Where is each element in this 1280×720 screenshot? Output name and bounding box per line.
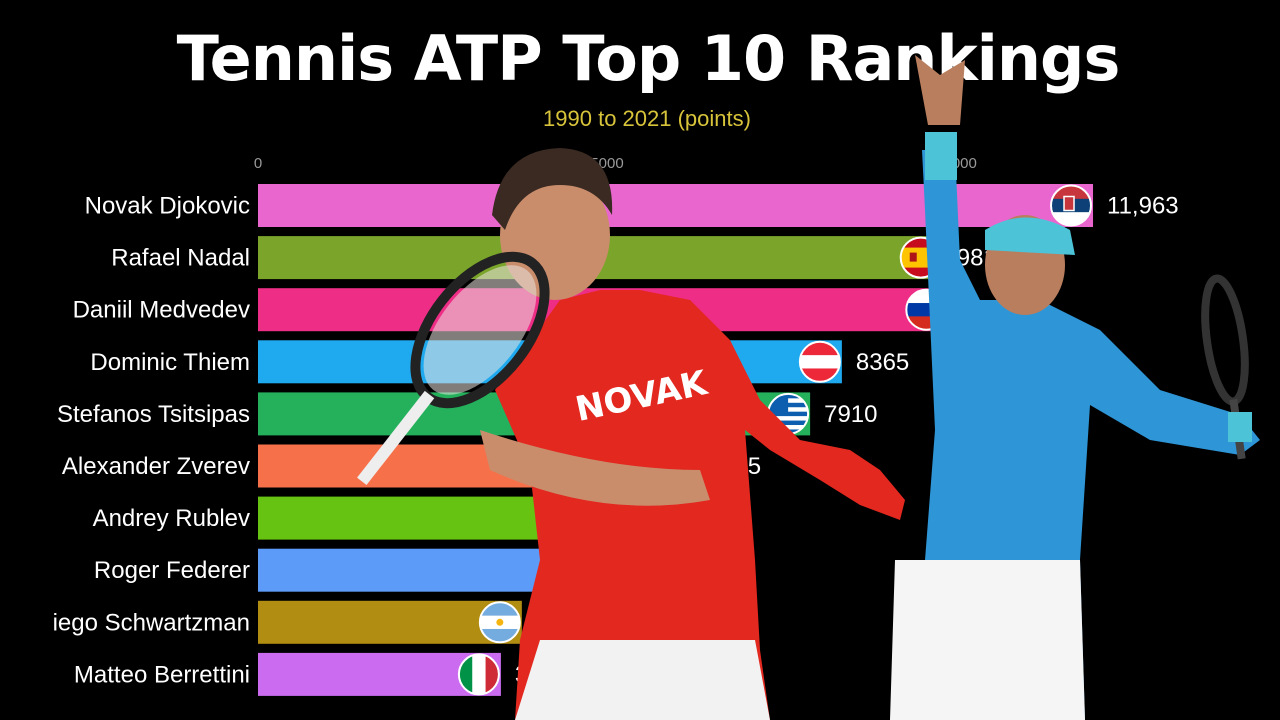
nadal-photo xyxy=(890,55,1260,720)
category-label: Rafael Nadal xyxy=(111,245,250,272)
category-label: Andrey Rublev xyxy=(93,505,250,532)
category-label: Stefanos Tsitsipas xyxy=(57,401,250,428)
category-label: Alexander Zverev xyxy=(62,453,250,480)
bar xyxy=(258,600,522,644)
value-label: 7910 xyxy=(824,401,877,428)
italy-flag-icon xyxy=(457,653,500,696)
value-label: 11,963 xyxy=(1107,193,1179,220)
chart-subtitle: 1990 to 2021 (points) xyxy=(543,106,751,131)
djokovic-photo: NOVAK xyxy=(357,148,905,720)
serbia-flag-icon xyxy=(1050,184,1093,227)
category-label: Dominic Thiem xyxy=(90,349,250,376)
category-label: iego Schwartzman xyxy=(53,609,250,636)
category-label: Matteo Berrettini xyxy=(74,661,250,688)
category-label: Novak Djokovic xyxy=(85,193,250,220)
category-label: Roger Federer xyxy=(94,557,250,584)
argentina-flag-icon xyxy=(478,601,521,644)
austria-flag-icon xyxy=(798,340,841,383)
x-tick-label: 0 xyxy=(254,155,262,172)
value-label: 8365 xyxy=(856,349,909,376)
category-label: Daniil Medvedev xyxy=(73,297,250,324)
